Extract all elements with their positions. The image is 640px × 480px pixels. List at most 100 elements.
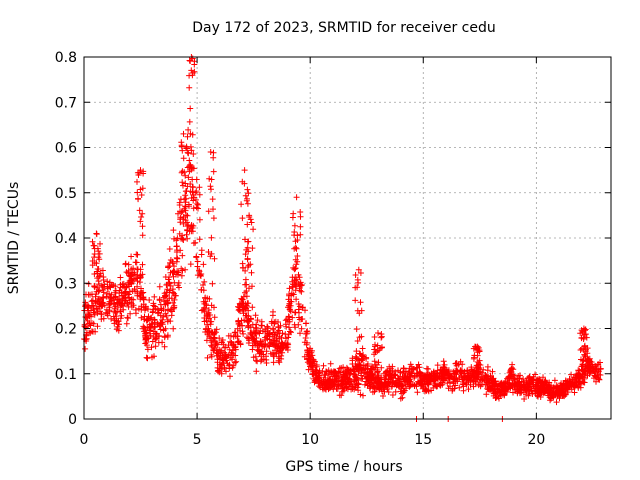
data-point	[398, 378, 405, 385]
data-point	[139, 210, 146, 217]
data-point	[193, 204, 200, 211]
data-point	[210, 206, 216, 213]
data-point	[276, 335, 283, 342]
data-point	[156, 283, 163, 290]
data-point	[91, 271, 98, 277]
data-point	[155, 309, 162, 316]
data-point	[184, 133, 191, 140]
data-point	[87, 291, 93, 298]
data-point	[428, 370, 435, 377]
data-point	[171, 296, 178, 303]
data-point	[375, 330, 381, 336]
data-point	[150, 334, 157, 340]
data-point	[200, 282, 206, 288]
data-point	[387, 365, 394, 372]
data-point	[582, 370, 589, 377]
data-point	[164, 307, 171, 314]
data-point	[210, 215, 217, 222]
data-point	[568, 386, 575, 393]
data-point	[146, 297, 153, 303]
data-point	[293, 296, 300, 303]
data-point	[134, 266, 141, 273]
data-point	[257, 358, 264, 365]
data-point	[93, 305, 100, 312]
data-point	[232, 329, 239, 336]
data-point	[465, 386, 472, 393]
data-point	[196, 236, 203, 243]
data-point	[556, 386, 563, 393]
data-point	[290, 264, 297, 271]
data-point	[187, 261, 194, 268]
data-point	[381, 383, 388, 390]
data-point	[171, 304, 178, 311]
data-point	[182, 188, 189, 195]
data-point	[218, 347, 225, 354]
data-point	[99, 267, 106, 274]
data-point	[450, 380, 457, 387]
data-point	[148, 314, 155, 321]
data-point	[423, 377, 430, 383]
data-point	[285, 334, 292, 341]
data-point	[378, 334, 385, 341]
y-tick-label: 0	[68, 412, 77, 428]
data-point	[510, 389, 516, 396]
data-point	[190, 240, 197, 247]
data-point	[314, 375, 321, 382]
data-point	[268, 318, 275, 325]
data-point	[377, 380, 384, 387]
plot-frame	[83, 56, 612, 420]
data-point	[545, 390, 552, 397]
data-point	[515, 373, 522, 379]
data-point	[275, 349, 282, 356]
x-tick-label: 15	[414, 432, 432, 448]
data-point	[559, 389, 566, 396]
data-point	[474, 374, 481, 381]
data-point	[111, 300, 118, 307]
y-axis-label: SRMTID / TECUs	[6, 182, 22, 295]
data-point	[297, 281, 304, 288]
data-point	[245, 300, 252, 307]
data-point	[270, 325, 277, 332]
data-point	[353, 326, 360, 333]
data-point	[548, 382, 555, 389]
data-point	[137, 296, 144, 303]
data-point	[420, 383, 427, 390]
data-point	[284, 347, 291, 353]
data-point	[355, 387, 362, 394]
data-point	[340, 378, 347, 385]
data-point	[97, 240, 103, 247]
data-point	[119, 281, 126, 288]
data-point	[125, 261, 132, 268]
y-tick-label: 0.4	[55, 231, 77, 247]
data-point	[548, 395, 555, 402]
x-tick-label: 10	[301, 432, 319, 448]
data-point	[297, 287, 304, 294]
data-point	[134, 292, 141, 299]
data-point	[182, 266, 189, 273]
data-point	[85, 304, 92, 311]
data-point	[378, 364, 385, 371]
data-point	[343, 364, 350, 371]
data-point	[417, 377, 424, 384]
data-point	[106, 283, 113, 290]
data-point	[509, 361, 516, 368]
data-point	[575, 384, 582, 391]
data-point	[343, 370, 350, 377]
data-point	[155, 321, 161, 328]
data-point	[266, 330, 273, 337]
data-point	[187, 161, 194, 168]
data-point	[357, 299, 364, 306]
data-point	[486, 377, 493, 384]
data-point	[103, 306, 110, 313]
data-point	[189, 183, 196, 190]
data-point	[128, 296, 135, 303]
data-point	[180, 182, 186, 189]
data-point	[292, 256, 299, 263]
data-point	[145, 315, 152, 322]
data-point	[276, 327, 283, 334]
data-point	[355, 368, 362, 375]
data-point	[248, 331, 255, 338]
data-point	[404, 373, 411, 379]
data-point	[288, 329, 294, 336]
data-point	[137, 218, 144, 225]
